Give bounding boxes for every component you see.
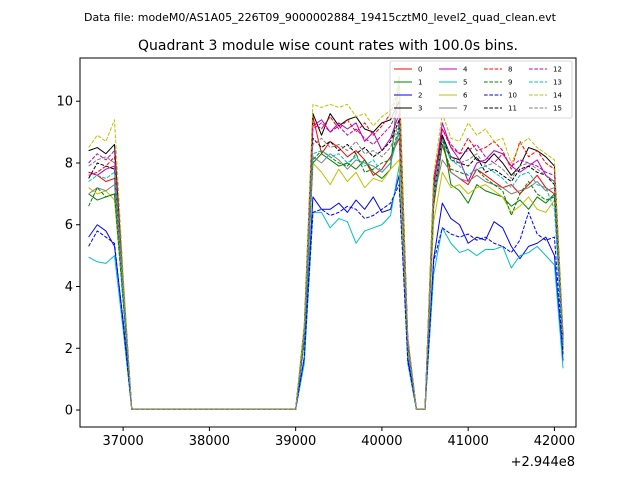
series-line-15 [88,122,564,410]
chart-title: Quadrant 3 module wise count rates with … [138,38,518,54]
series-line-14 [88,79,564,410]
x-tick-label: 42000 [534,434,575,449]
y-tick-label: 6 [65,218,73,233]
legend-label-12: 12 [553,66,562,74]
x-tick-label: 40000 [361,434,402,449]
series-layer [88,76,564,410]
legend-label-3: 3 [418,105,422,113]
y-tick-label: 8 [65,156,73,171]
legend-label-7: 7 [463,105,467,113]
legend-label-5: 5 [463,79,467,87]
legend-label-15: 15 [553,105,562,113]
x-tick-label: 41000 [447,434,488,449]
y-tick-label: 10 [56,95,73,110]
y-tick-label: 0 [65,404,73,419]
x-tick-label: 38000 [189,434,230,449]
plot-frame [79,57,577,428]
x-offset-label: +2.944e8 [511,455,575,470]
legend-label-1: 1 [418,79,422,87]
x-tick-label: 39000 [275,434,316,449]
legend-frame [389,60,573,119]
y-axis: 0 2 4 6 8 10 [56,95,80,419]
legend-label-13: 13 [553,79,562,87]
legend-label-8: 8 [508,66,512,74]
y-tick-label: 4 [65,280,73,295]
legend-label-9: 9 [508,79,512,87]
legend-label-10: 10 [508,92,517,100]
legend-label-11: 11 [508,105,517,113]
legend-label-6: 6 [463,92,468,100]
chart-suptitle: Data file: modeM0/AS1A05_226T09_90000028… [84,11,557,24]
x-axis: 37000 38000 39000 40000 41000 42000 [102,427,575,449]
legend-label-14: 14 [553,92,562,100]
y-tick-label: 2 [65,342,73,357]
legend-label-2: 2 [418,92,422,100]
legend-label-0: 0 [418,66,422,74]
x-tick-label: 37000 [102,434,143,449]
legend-label-4: 4 [463,66,468,74]
